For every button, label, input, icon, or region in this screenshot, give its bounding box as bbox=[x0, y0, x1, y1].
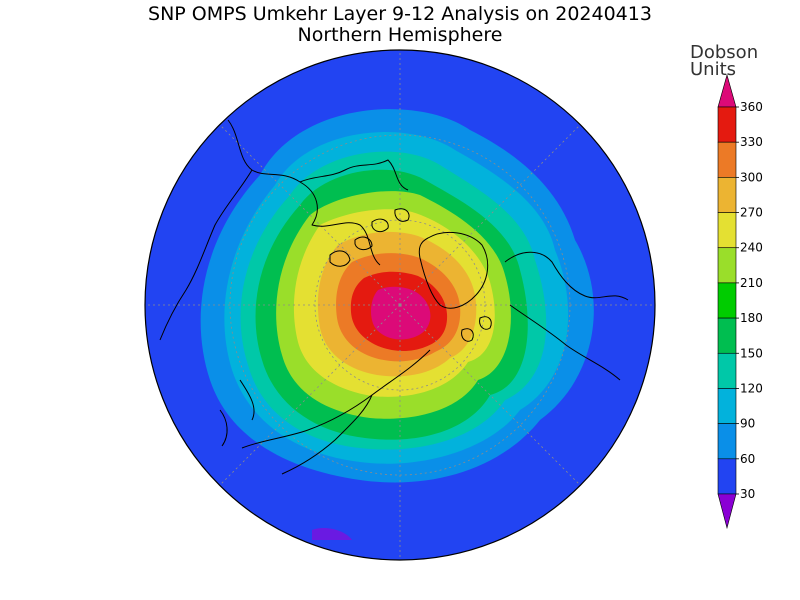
coastlines bbox=[159, 119, 629, 475]
colorbar-segment bbox=[717, 423, 737, 460]
colorbar-segment bbox=[717, 177, 737, 213]
colorbar-segment bbox=[717, 106, 737, 143]
map-title: SNP OMPS Umkehr Layer 9-12 Analysis on 2… bbox=[148, 3, 652, 25]
graticule bbox=[145, 50, 655, 560]
colorbar-arrow-top bbox=[717, 73, 737, 108]
colorbar-arrow-bottom bbox=[717, 493, 737, 530]
map-subtitle: Northern Hemisphere bbox=[297, 24, 503, 46]
colorbar-tick-label: 330 bbox=[740, 135, 763, 149]
colorbar-tick-label: 240 bbox=[740, 241, 763, 255]
colorbar-tick-label: 180 bbox=[740, 311, 763, 325]
colorbar-segment bbox=[717, 317, 737, 354]
colorbar-tick-label: 270 bbox=[740, 206, 763, 220]
colorbar-tick-label: 360 bbox=[740, 100, 763, 114]
ozone-band-max bbox=[370, 286, 431, 340]
ozone-band-60 bbox=[312, 528, 352, 540]
colorbar-tick-label: 210 bbox=[740, 276, 763, 290]
colorbar-segment bbox=[717, 352, 737, 389]
colorbar-units-line2: Units bbox=[690, 59, 737, 80]
colorbar-tick-label: 90 bbox=[740, 417, 755, 431]
colorbar-tick-label: 60 bbox=[740, 452, 755, 466]
colorbar-segment bbox=[717, 212, 737, 249]
colorbar-tick-label: 120 bbox=[740, 381, 763, 395]
colorbar-segment bbox=[717, 458, 737, 495]
colorbar-segment bbox=[717, 247, 737, 284]
colorbar-tick-label: 30 bbox=[740, 487, 755, 501]
colorbar-tick-label: 300 bbox=[740, 170, 763, 184]
colorbar-units-line1: Dobson bbox=[690, 42, 759, 63]
colorbar-segment bbox=[717, 141, 737, 178]
map-border bbox=[144, 49, 656, 561]
colorbar-segment bbox=[717, 282, 737, 319]
colorbar-segment bbox=[717, 388, 737, 424]
colorbar-tick-label: 150 bbox=[740, 346, 763, 360]
